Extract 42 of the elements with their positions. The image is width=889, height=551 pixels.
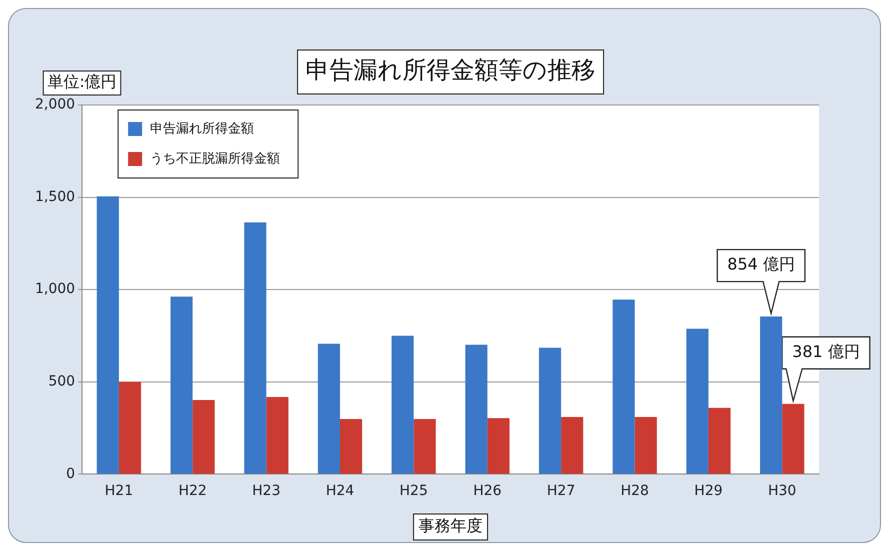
bar: [414, 419, 436, 474]
bar: [392, 336, 414, 474]
bar: [170, 296, 193, 474]
x-tick-label: H27: [546, 483, 576, 500]
bar: [538, 348, 562, 474]
bar: [708, 408, 731, 474]
legend-label: 申告漏れ所得金額: [150, 121, 254, 136]
x-tick-label: H24: [326, 483, 354, 500]
bar: [760, 316, 782, 474]
y-axis-title: 単位:億円: [47, 72, 117, 92]
bar: [96, 196, 119, 474]
bar: [487, 418, 510, 474]
x-tick-label: H22: [178, 483, 207, 500]
bar: [318, 344, 340, 474]
bar: [561, 416, 584, 474]
x-tick-label: H26: [473, 483, 502, 500]
bar: [782, 404, 804, 474]
x-axis-title: 事務年度: [418, 516, 483, 536]
bar: [340, 419, 362, 474]
bar: [634, 416, 657, 474]
annotation: 381 億円: [792, 342, 860, 362]
bar: [244, 222, 266, 474]
annotation: 854 億円: [727, 254, 795, 274]
x-tick-label: H25: [400, 483, 428, 500]
bar: [612, 300, 635, 474]
chart-title: 申告漏れ所得金額等の推移: [306, 56, 596, 84]
y-tick-label: 500: [48, 374, 76, 390]
x-tick-label: H28: [620, 483, 649, 500]
y-tick-label: 1,000: [34, 281, 76, 298]
x-tick-label: H21: [104, 483, 134, 500]
bar: [118, 382, 142, 474]
bar: [266, 397, 288, 474]
legend-label: うち不正脱漏所得金額: [150, 151, 280, 166]
y-tick-label: 0: [66, 466, 76, 482]
x-tick-label: H29: [694, 483, 723, 500]
x-tick-label: H23: [252, 483, 280, 500]
y-tick-label: 1,500: [34, 188, 76, 205]
bar: [192, 400, 215, 474]
y-tick-label: 2,000: [34, 96, 76, 113]
x-tick-label: H30: [768, 483, 796, 500]
bar: [465, 344, 488, 474]
bar: [686, 328, 708, 474]
